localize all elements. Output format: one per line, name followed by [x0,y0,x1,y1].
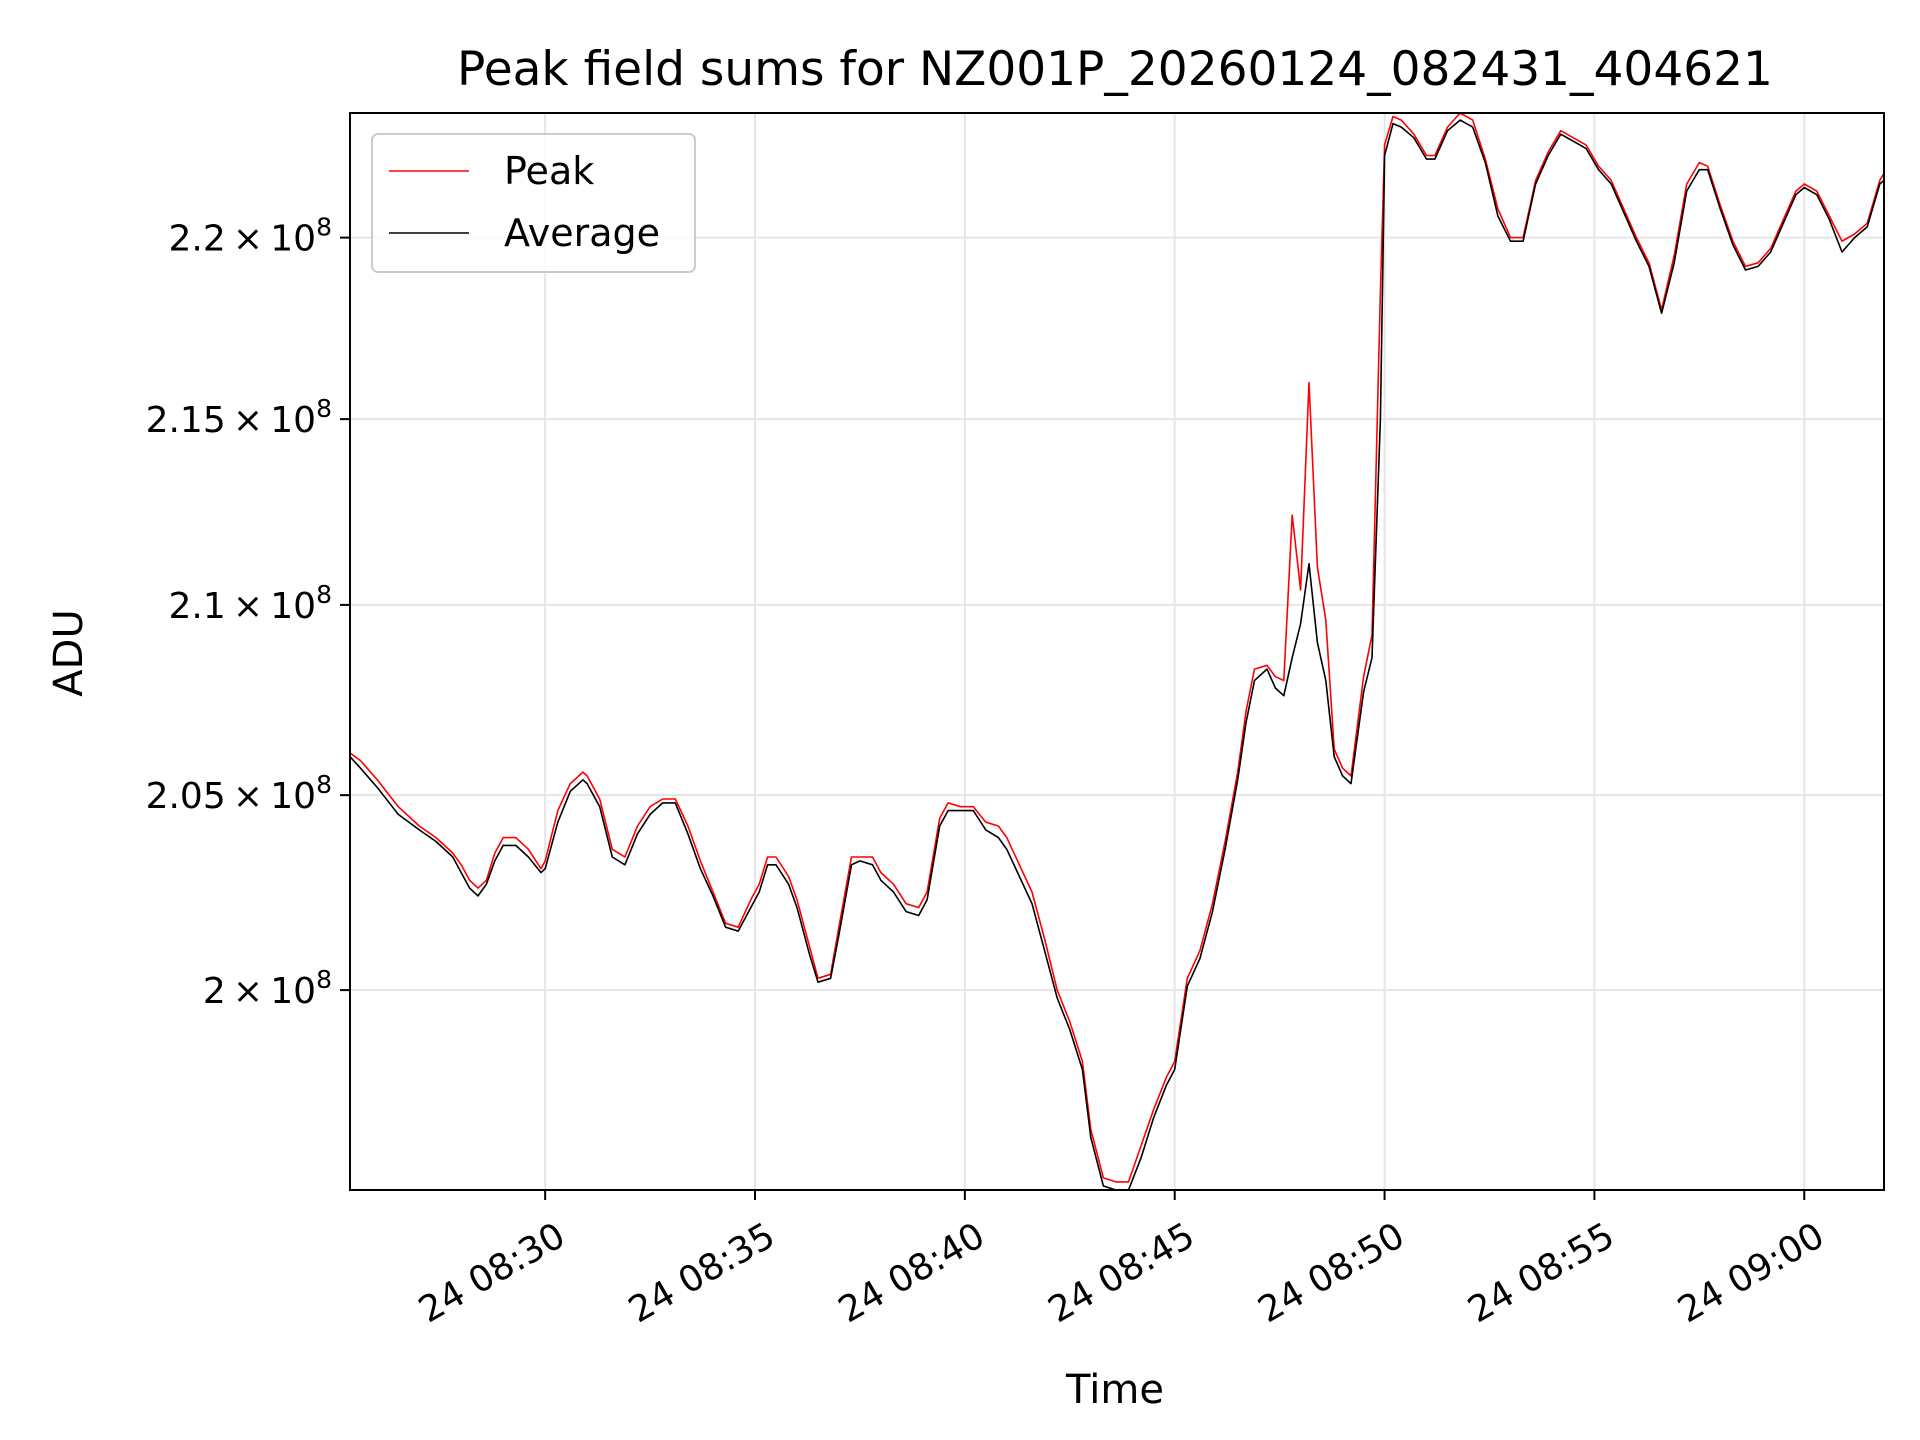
y-tick-label: 2.15 × 108 [146,394,332,441]
legend-label-peak: Peak [504,149,594,193]
y-tick-label: 2.2 × 108 [168,213,332,260]
y-tick-label: 2.05 × 108 [146,770,332,817]
x-axis-label: Time [1065,1367,1164,1413]
chart-title: Peak field sums for NZ001P_20260124_0824… [457,42,1773,97]
axes-frame [349,112,1885,1191]
legend-box [371,133,696,273]
y-tick-label: 2.1 × 108 [168,580,332,627]
y-axis-label: ADU [46,609,92,696]
legend-label-average: Average [504,211,660,255]
y-tick-label: 2 × 108 [203,965,332,1012]
series-line-peak [349,112,1885,1183]
series-line-average [349,119,1885,1191]
